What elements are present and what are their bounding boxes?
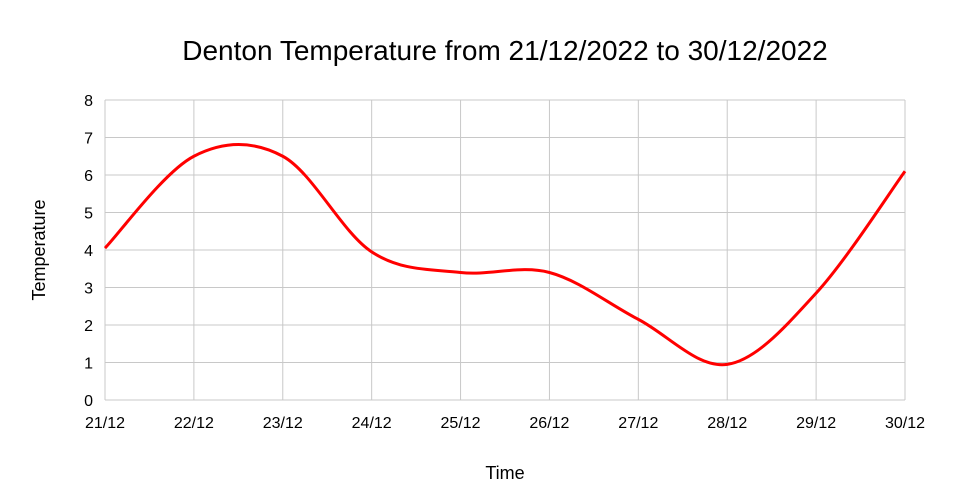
temperature-series-line	[103, 143, 907, 367]
y-tick-label: 7	[84, 131, 93, 148]
x-tick-label: 26/12	[529, 415, 569, 432]
y-tick-label: 5	[84, 206, 93, 223]
y-tick-label: 8	[84, 93, 93, 110]
y-tick-label: 6	[84, 168, 93, 185]
y-tick-label: 1	[84, 356, 93, 373]
y-axis-label: Temperature	[29, 199, 49, 300]
x-axis-ticks: 21/12 22/12 23/12 24/12 25/12 26/12 27/12 28/12…	[85, 415, 925, 432]
y-tick-label: 2	[84, 318, 93, 335]
gridlines	[104, 99, 906, 401]
x-tick-label: 25/12	[441, 415, 481, 432]
x-tick-label: 22/12	[174, 415, 214, 432]
y-tick-label: 3	[84, 281, 93, 298]
x-tick-label: 27/12	[618, 415, 658, 432]
x-tick-label: 28/12	[707, 415, 747, 432]
y-tick-label: 4	[84, 243, 93, 260]
chart-title: Denton Temperature from 21/12/2022 to 30…	[182, 35, 828, 66]
x-tick-label: 21/12	[85, 415, 125, 432]
x-tick-label: 23/12	[263, 415, 303, 432]
series-layer	[103, 143, 907, 367]
x-tick-label: 24/12	[352, 415, 392, 432]
x-axis-label: Time	[485, 463, 524, 483]
y-axis-ticks: 0 1 2 3 4 5 6 7 8	[84, 93, 93, 410]
y-tick-label: 0	[84, 393, 93, 410]
x-tick-label: 30/12	[885, 415, 925, 432]
x-tick-label: 29/12	[796, 415, 836, 432]
